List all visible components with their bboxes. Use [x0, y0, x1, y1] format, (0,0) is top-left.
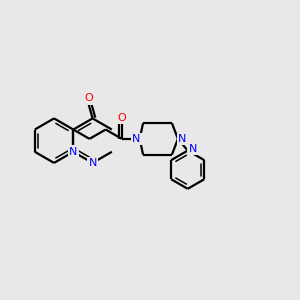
Text: N: N — [132, 134, 140, 144]
Text: O: O — [118, 113, 126, 123]
Text: N: N — [178, 134, 186, 144]
Text: N: N — [88, 158, 97, 168]
Text: O: O — [84, 94, 93, 103]
Text: N: N — [189, 144, 197, 154]
Text: N: N — [69, 147, 77, 157]
